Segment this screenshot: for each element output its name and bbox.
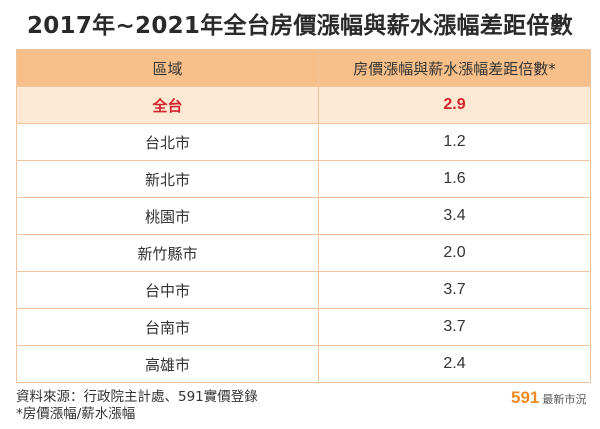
footnote: *房價漲幅/薪水漲幅 (16, 406, 136, 422)
table-row: 新北市 1.6 (16, 160, 591, 198)
chart-title: 2017年~2021年全台房價漲幅與薪水漲幅差距倍數 (26, 13, 574, 39)
table-row: 桃園市 3.4 (16, 197, 591, 235)
region-cell: 高雄市 (16, 345, 319, 383)
data-table: 區域 房價漲幅與薪水漲幅差距倍數* 全台 2.9 台北市 1.2 新北市 1.6 桃園市 3.… (16, 49, 591, 383)
region-cell: 台中市 (16, 271, 319, 309)
table-row: 全台 2.9 (16, 86, 591, 124)
logo-number: 591 (511, 388, 540, 407)
ratio-cell: 2.4 (318, 345, 591, 383)
region-cell: 桃園市 (16, 197, 319, 235)
ratio-cell: 2.0 (318, 234, 591, 272)
ratio-cell: 3.7 (318, 308, 591, 346)
table-header-row: 區域 房價漲幅與薪水漲幅差距倍數* (16, 49, 591, 87)
ratio-cell: 3.7 (318, 271, 591, 309)
logo-text: 最新市況 (542, 393, 587, 406)
column-header-region: 區域 (16, 49, 319, 87)
ratio-cell: 1.2 (318, 123, 591, 161)
footer: 資料來源：行政院主計處、591實價登錄 *房價漲幅/薪水漲幅 (16, 389, 258, 423)
region-cell: 全台 (16, 86, 319, 124)
table-body: 全台 2.9 台北市 1.2 新北市 1.6 桃園市 3.4 新竹縣市 2.0 台中市 3.7 台南市 3… (16, 86, 591, 383)
table-row: 台中市 3.7 (16, 271, 591, 309)
region-cell: 台南市 (16, 308, 319, 346)
region-cell: 新竹縣市 (16, 234, 319, 272)
region-cell: 台北市 (16, 123, 319, 161)
ratio-cell: 2.9 (318, 86, 591, 124)
source-note: 資料來源：行政院主計處、591實價登錄 (16, 389, 258, 405)
ratio-cell: 1.6 (318, 160, 591, 198)
table-row: 新竹縣市 2.0 (16, 234, 591, 272)
brand-logo: 591 最新市況 (511, 388, 586, 408)
table-row: 高雄市 2.4 (16, 345, 591, 383)
column-header-ratio: 房價漲幅與薪水漲幅差距倍數* (318, 49, 591, 87)
table-row: 台南市 3.7 (16, 308, 591, 346)
ratio-cell: 3.4 (318, 197, 591, 235)
table-row: 台北市 1.2 (16, 123, 591, 161)
region-cell: 新北市 (16, 160, 319, 198)
